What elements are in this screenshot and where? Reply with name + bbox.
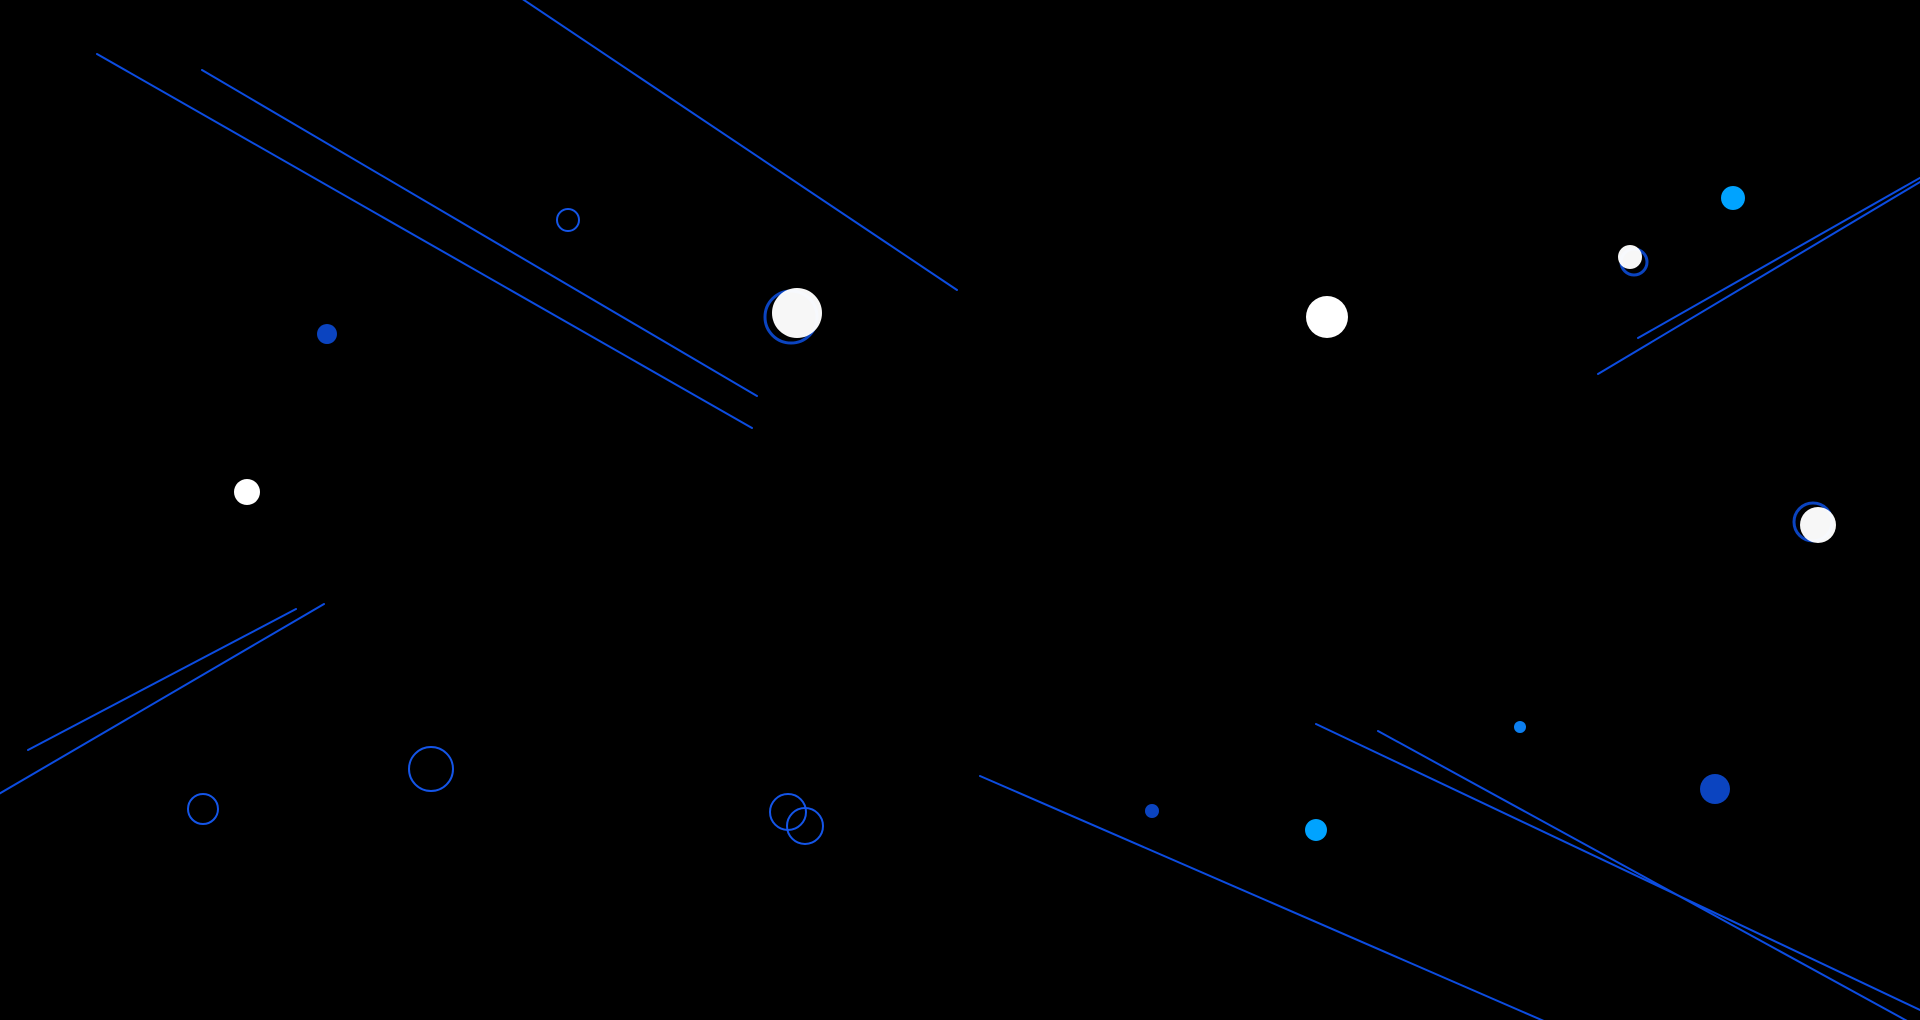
dot-white-center xyxy=(1306,296,1348,338)
dot-blue-upper-left xyxy=(317,324,337,344)
dot-cyan-bottom xyxy=(1305,819,1327,841)
dot-blue-small-bottom xyxy=(1145,804,1159,818)
dot-cyan-small-right xyxy=(1514,721,1526,733)
filled-dot-group xyxy=(234,186,1745,841)
outline-circle-group xyxy=(187,208,824,845)
ringed-dot-group xyxy=(763,245,1836,543)
ringed-dot-center-top-fill xyxy=(772,288,822,338)
line-right-upper-outer xyxy=(1597,181,1920,375)
line-mid-left-outer xyxy=(0,603,325,795)
line-top-center-long xyxy=(522,0,958,291)
dot-blue-large-bottom xyxy=(1700,774,1730,804)
line-top-left-inner xyxy=(201,69,758,397)
line-bottom-right-outer xyxy=(1377,730,1908,1020)
dot-white-left xyxy=(234,479,260,505)
dot-cyan-top-right xyxy=(1721,186,1745,210)
ringed-dot-top-right xyxy=(1618,245,1649,277)
ringed-dot-right-edge xyxy=(1792,501,1836,543)
ring-small-upper-left xyxy=(556,208,580,232)
line-right-upper-inner xyxy=(1637,176,1920,339)
ringed-dot-top-right-fill xyxy=(1618,245,1642,269)
ring-overlap-right xyxy=(786,807,824,845)
ringed-dot-center-top xyxy=(763,288,822,345)
line-top-left-outer xyxy=(96,53,753,429)
ring-medium-bottom-left xyxy=(187,793,219,825)
ringed-dot-right-edge-fill xyxy=(1800,507,1836,543)
line-mid-left-inner xyxy=(27,608,297,751)
line-bottom-center xyxy=(979,775,1545,1020)
line-bottom-right-inner xyxy=(1315,723,1920,1011)
ring-large-bottom-left xyxy=(408,746,454,792)
